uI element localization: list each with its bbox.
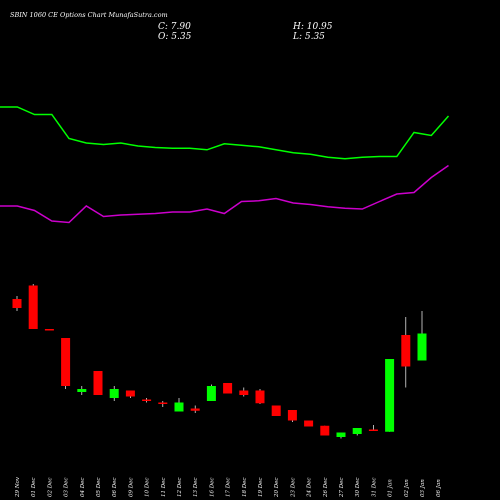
x-axis-ticks: 29 Nov 01 Dec 02 Dec 03 Dec 04 Dec 05 Dec 06 D…	[15, 476, 442, 498]
x-tick-label: 01 Jan	[388, 479, 394, 497]
x-tick-label: 03 Dec	[64, 478, 70, 498]
x-tick-label: 06 Dec	[112, 478, 118, 498]
high-label: H: 10.95	[292, 22, 333, 32]
candle-body	[158, 402, 168, 404]
x-tick-label: 04 Dec	[80, 478, 86, 498]
candle-body	[61, 338, 71, 386]
candle-body	[255, 390, 265, 404]
candle-body	[401, 335, 411, 367]
candle-body	[93, 371, 103, 395]
x-tick-label: 05 Dec	[96, 478, 102, 498]
candle-body	[174, 402, 184, 412]
x-tick-label: 11 Dec	[161, 478, 167, 498]
lower-band-line	[0, 164, 449, 224]
candle-body	[223, 383, 233, 394]
x-tick-label: 06 Jan	[436, 479, 442, 497]
close-label: C: 7.90	[158, 22, 191, 32]
candle-body	[336, 432, 346, 437]
x-tick-label: 10 Dec	[145, 478, 151, 498]
x-tick-label: 23 Dec	[290, 478, 296, 499]
candle-body	[417, 333, 427, 361]
candle-body	[190, 408, 200, 411]
candle-body	[304, 420, 314, 427]
candle-body	[109, 389, 119, 398]
candle-body	[28, 285, 38, 329]
x-tick-label: 20 Dec	[274, 478, 280, 499]
x-tick-label: 29 Nov	[15, 476, 21, 498]
upper-band-line	[0, 106, 450, 160]
candle-body	[287, 410, 297, 421]
low-label: L: 5.35	[292, 32, 325, 42]
open-label: O: 5.35	[158, 32, 192, 42]
x-tick-label: 02 Jan	[404, 479, 410, 497]
candle-body	[125, 390, 135, 397]
x-tick-label: 27 Dec	[339, 478, 345, 499]
candle-body	[352, 428, 362, 434]
x-tick-label: 02 Dec	[47, 478, 53, 498]
x-tick-label: 30 Dec	[355, 478, 361, 498]
x-tick-label: 31 Dec	[371, 478, 377, 498]
candle-body	[239, 390, 249, 395]
chart-title: SBIN 1060 CE Options Chart MunafaSutra.c…	[10, 11, 168, 19]
candle-body	[320, 425, 330, 436]
x-tick-label: 16 Dec	[209, 478, 215, 498]
candles-group	[12, 284, 427, 439]
candle-body	[368, 429, 378, 431]
x-tick-label: 18 Dec	[242, 478, 248, 498]
x-tick-label: 09 Dec	[128, 478, 134, 498]
candle-body	[385, 359, 395, 432]
x-tick-label: 24 Dec	[307, 478, 313, 499]
x-tick-label: 19 Dec	[258, 478, 264, 498]
x-tick-label: 03 Jan	[420, 479, 426, 497]
candle-body	[206, 386, 216, 401]
candle-body	[142, 399, 152, 401]
candle-body	[12, 299, 22, 308]
x-tick-label: 17 Dec	[226, 478, 232, 498]
candle-body	[271, 405, 281, 416]
x-tick-label: 26 Dec	[323, 478, 329, 499]
candle-body	[44, 329, 54, 331]
x-tick-label: 01 Dec	[31, 478, 37, 498]
candle-body	[77, 389, 87, 392]
x-tick-label: 13 Dec	[193, 478, 199, 498]
x-tick-label: 12 Dec	[177, 478, 183, 498]
